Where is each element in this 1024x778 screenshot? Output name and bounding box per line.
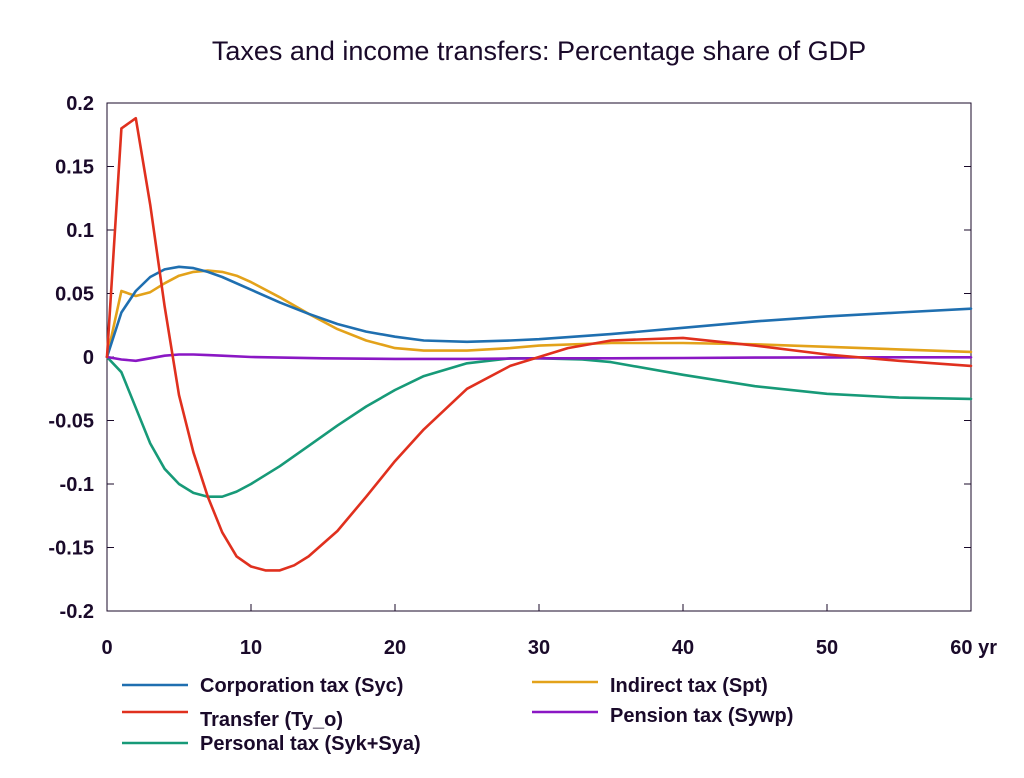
series-layer [105,116,973,572]
y-tick-label: 0.15 [55,157,94,179]
series-line-3 [105,269,973,359]
y-tick-label: 0 [83,347,94,369]
y-tick-label: 0.2 [66,93,94,115]
x-tick-label: 40 [672,637,694,659]
x-tick-label: 20 [384,637,406,659]
series-line-4 [105,353,973,363]
legend: Corporation tax (Syc) Transfer (Ty_o)Pers… [122,675,793,755]
x-axis: 0 10 20 30 40 50 60 yr [101,604,997,659]
x-tick-label: 30 [528,637,550,659]
series-line-1 [105,116,973,572]
y-tick-label: -0.05 [48,411,94,433]
y-tick-label: -0.15 [48,538,94,560]
x-tick-label: 50 [816,637,838,659]
x-tick-label: 10 [240,637,262,659]
legend-label: Indirect tax (Spt) [610,675,768,697]
y-tick-label: -0.2 [60,601,94,623]
y-tick-label: 0.05 [55,284,94,306]
series-line-2 [105,355,973,499]
y-tick-label: 0.1 [66,220,94,242]
legend-label: Corporation tax (Syc) [200,675,403,697]
x-tick-label: 0 [101,637,112,659]
legend-label: Pension tax (Sywp) [610,705,793,727]
series-line-0 [105,265,973,359]
legend-label: Transfer (Ty_o) [200,709,343,731]
x-tick-label: 60 yr [950,637,997,659]
y-axis: 0.2 0.15 0.1 0.05 0 -0.05 -0.1 -0.15 -0.2 [48,93,971,623]
legend-label: Personal tax (Syk+Sya) [200,733,421,755]
y-tick-label: -0.1 [60,474,94,496]
chart-title: Taxes and income transfers: Percentage s… [212,36,866,66]
